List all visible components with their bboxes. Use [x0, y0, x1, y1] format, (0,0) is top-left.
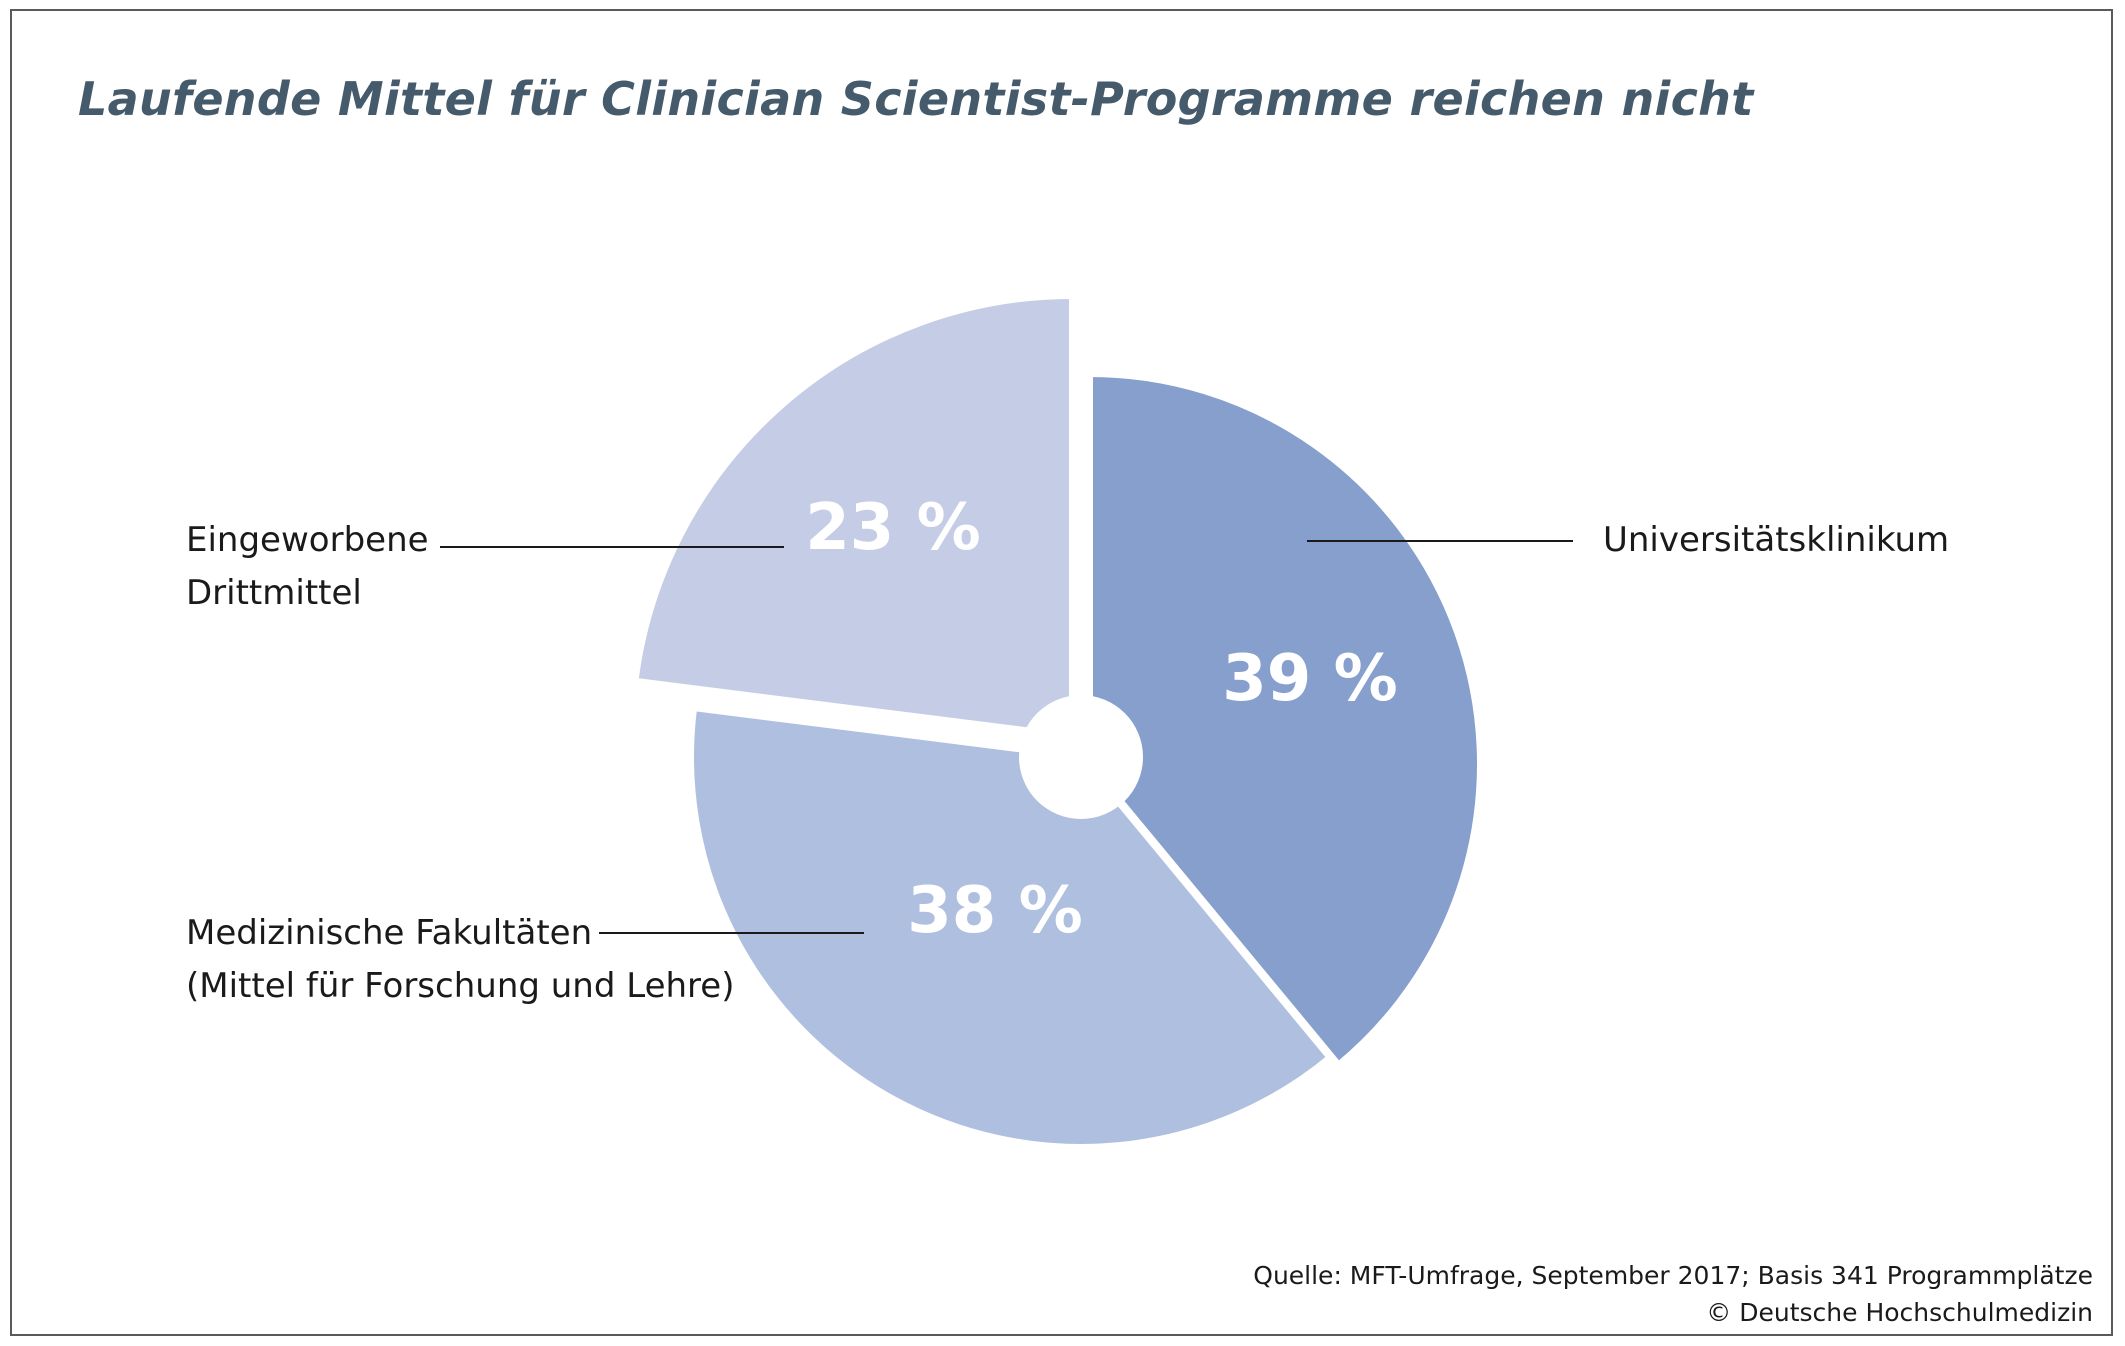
slice-value-labels: 39 % 38 % 23 %: [805, 491, 1397, 948]
category-label-line: (Mittel für Forschung und Lehre): [186, 966, 735, 1006]
category-label-line: Universitätsklinikum: [1603, 520, 1950, 560]
pie-slice: [687, 704, 1334, 1150]
category-label-medizinische-fakultaeten: Medizinische Fakultäten (Mittel für Fors…: [186, 907, 734, 1013]
slice-value-label: 23 %: [805, 491, 980, 565]
category-label-line: Eingeworbene: [186, 520, 429, 560]
copyright-line: © Deutsche Hochschulmedizin: [1706, 1298, 2093, 1327]
slice-value-label: 39 %: [1222, 642, 1397, 716]
category-label-drittmittel: Eingeworbene Drittmittel: [186, 514, 429, 620]
category-label-line: Medizinische Fakultäten: [186, 913, 593, 953]
slice-value-label: 38 %: [907, 874, 1082, 948]
category-label-universitaetsklinikum: Universitätsklinikum: [1603, 514, 1949, 567]
source-line: Quelle: MFT-Umfrage, September 2017; Bas…: [1253, 1261, 2093, 1290]
pie-slice: [1087, 370, 1483, 1069]
chart-title: Laufende Mittel für Clinician Scientist-…: [78, 72, 1754, 126]
pie-center-hole: [1019, 695, 1143, 819]
source-note: Quelle: MFT-Umfrage, September 2017; Bas…: [1253, 1257, 2093, 1331]
chart-frame: [10, 9, 2113, 1336]
leader-lines: [440, 540, 1573, 934]
category-label-line: Drittmittel: [186, 573, 362, 613]
pie-slices: [632, 292, 1483, 1150]
pie-slice: [632, 292, 1075, 740]
